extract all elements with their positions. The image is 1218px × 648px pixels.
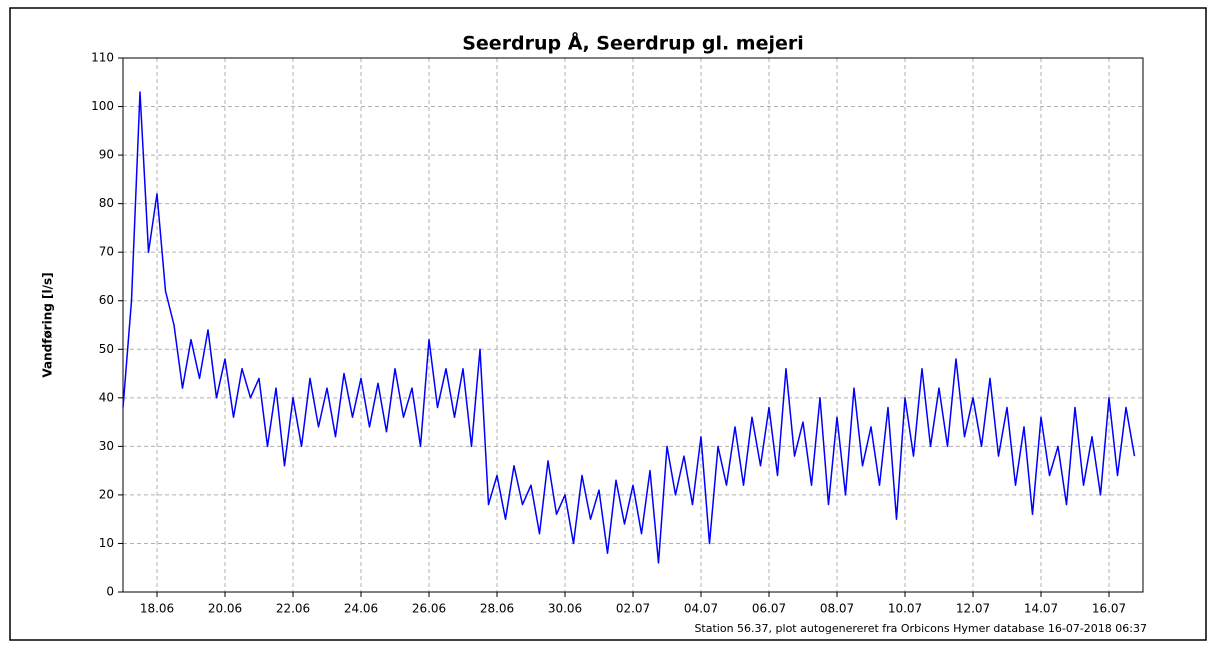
y-tick-label: 100: [91, 99, 114, 113]
y-tick-label: 50: [99, 342, 114, 356]
x-tick-label: 30.06: [548, 602, 582, 616]
x-tick-label: 12.07: [956, 602, 990, 616]
y-tick-label: 90: [99, 148, 114, 162]
y-tick-label: 40: [99, 390, 114, 404]
y-tick-label: 20: [99, 487, 114, 501]
x-tick-label: 10.07: [888, 602, 922, 616]
x-tick-label: 20.06: [208, 602, 242, 616]
x-tick-label: 04.07: [684, 602, 718, 616]
y-tick-label: 60: [99, 293, 114, 307]
frame: [9, 7, 1207, 641]
x-tick-label: 16.07: [1092, 602, 1126, 616]
line: [122, 91, 1136, 564]
y-tick-label: 0: [106, 585, 114, 599]
x-tick-label: 06.07: [752, 602, 786, 616]
plot-border: [122, 57, 1144, 593]
footer: Station 56.37, plot autogenereret fra Or…: [694, 622, 1147, 635]
x-tick-label: 22.06: [276, 602, 310, 616]
x-tick-label: 08.07: [820, 602, 854, 616]
chart-title: Seerdrup Å, Seerdrup gl. mejeri: [462, 31, 804, 55]
y-axis-label: Vandføring [l/s]: [41, 272, 55, 377]
y-tick-label: 70: [99, 245, 114, 259]
y-tick-label: 110: [91, 51, 114, 65]
x-tick-label: 18.06: [140, 602, 174, 616]
x-tick-label: 14.07: [1024, 602, 1058, 616]
x-tick-label: 26.06: [412, 602, 446, 616]
x-tick-label: 24.06: [344, 602, 378, 616]
x-tick-label: 02.07: [616, 602, 650, 616]
y-tick-label: 10: [99, 536, 114, 550]
y-tick-label: 80: [99, 196, 114, 210]
y-tick-label: 30: [99, 439, 114, 453]
x-tick-label: 28.06: [480, 602, 514, 616]
